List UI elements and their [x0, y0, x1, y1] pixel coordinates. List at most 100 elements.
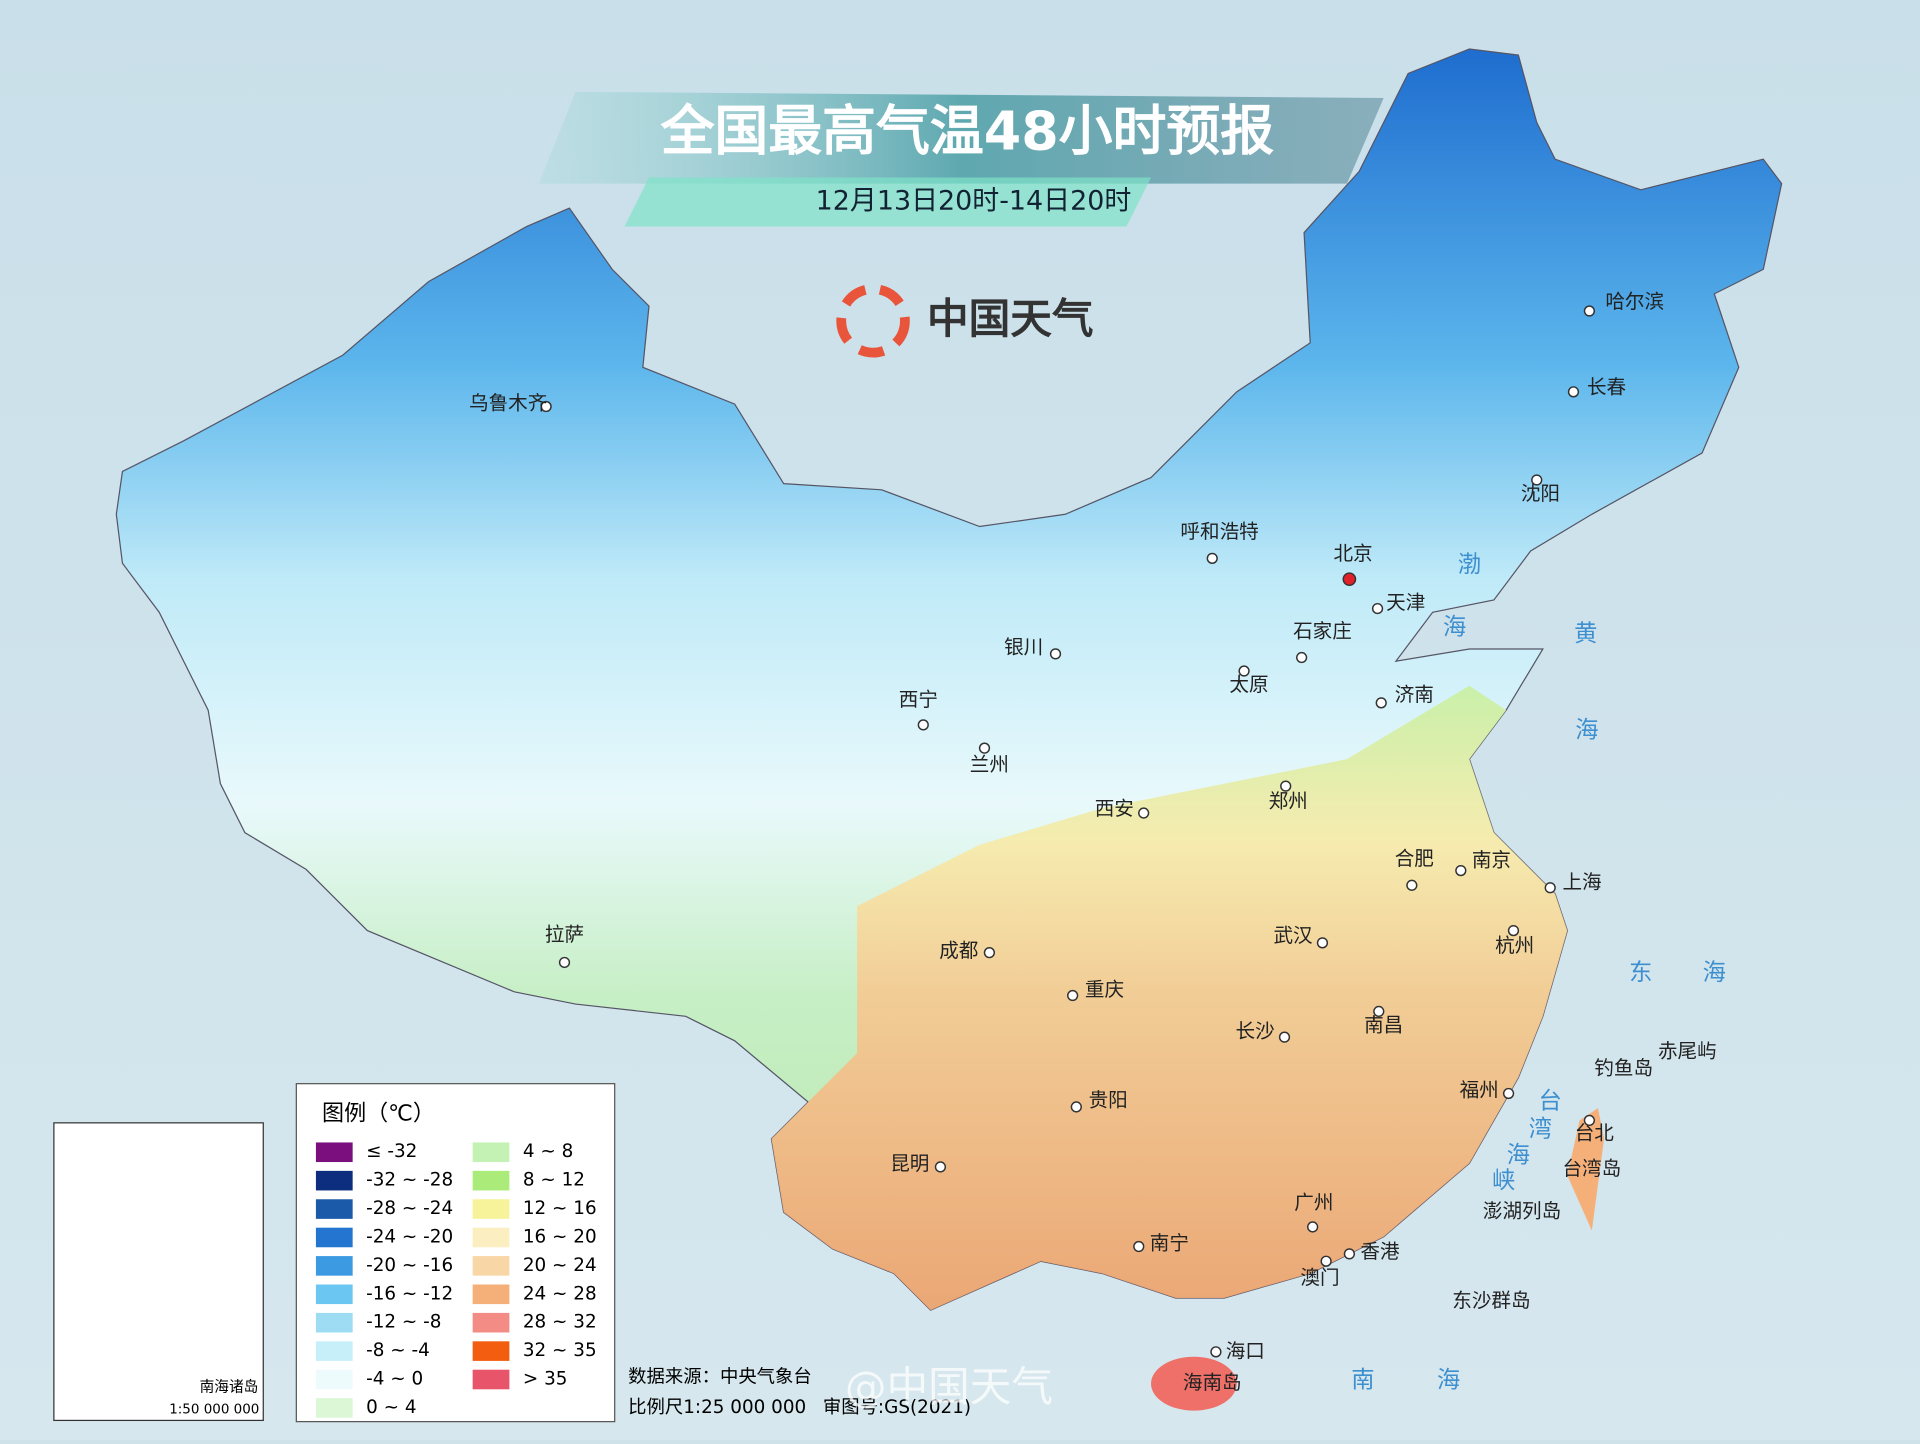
- title-banner: [538, 91, 1384, 184]
- city-label: 香港: [1360, 1240, 1400, 1263]
- legend-label: -32 ~ -28: [366, 1170, 453, 1191]
- city-dot: [1455, 864, 1467, 877]
- sea-label: 海: [1575, 717, 1598, 744]
- legend-label: -28 ~ -24: [366, 1198, 453, 1219]
- legend-swatch: [315, 1227, 353, 1248]
- city-dot: [1342, 572, 1357, 587]
- brand-logo: [836, 284, 910, 358]
- legend-label: 16 ~ 20: [523, 1226, 597, 1247]
- legend-swatch: [472, 1369, 510, 1390]
- taiwan: [1567, 1108, 1605, 1231]
- city-dot: [1138, 807, 1150, 819]
- legend-label: 28 ~ 32: [523, 1312, 597, 1333]
- inset-label: 南海诸岛: [200, 1378, 259, 1395]
- city-dot: [1320, 1255, 1332, 1267]
- city-label: 拉萨: [545, 923, 584, 946]
- city-dot: [1583, 305, 1596, 317]
- city-dot: [934, 1161, 947, 1173]
- legend-swatch: [472, 1170, 510, 1191]
- legend-swatch: [472, 1256, 510, 1276]
- city-dot: [1280, 780, 1292, 792]
- city-dot: [1507, 924, 1520, 937]
- legend-swatch: [472, 1142, 510, 1163]
- city-dot: [1206, 552, 1218, 564]
- sea-label: 海: [1507, 1141, 1530, 1168]
- city-label: 杭州: [1495, 934, 1534, 957]
- city-label: 广州: [1294, 1191, 1333, 1214]
- legend-label: 12 ~ 16: [523, 1198, 597, 1219]
- city-label: 海口: [1226, 1339, 1265, 1362]
- sea-label: 南: [1351, 1367, 1374, 1394]
- hainan: [1151, 1356, 1237, 1411]
- legend-swatch: [315, 1199, 353, 1219]
- warm-region: [771, 685, 1568, 1311]
- legend-swatch: [472, 1227, 510, 1248]
- city-label: 南京: [1472, 848, 1511, 871]
- city-dot: [1531, 474, 1543, 486]
- city-label: 石家庄: [1293, 619, 1352, 642]
- legend-label: 20 ~ 24: [523, 1255, 597, 1276]
- scale: 比例尺1:25 000 000: [628, 1397, 806, 1418]
- place-label: 台湾岛: [1562, 1157, 1621, 1180]
- city-label: 武汉: [1273, 924, 1312, 947]
- city-label: 呼和浩特: [1180, 520, 1258, 543]
- sea-label: 海: [1443, 614, 1466, 641]
- city-dot: [1278, 1031, 1291, 1043]
- legend-label: -12 ~ -8: [366, 1312, 441, 1333]
- inset-box: [53, 1122, 264, 1422]
- place-label: 海南岛: [1183, 1371, 1242, 1394]
- city-dot: [1583, 1114, 1596, 1127]
- legend-label: -8 ~ -4: [366, 1340, 430, 1361]
- city-label: 郑州: [1269, 790, 1308, 813]
- city-label: 福州: [1460, 1079, 1499, 1102]
- city-dot: [1307, 1221, 1319, 1233]
- city-dot: [1296, 651, 1308, 664]
- city-label: 南宁: [1150, 1232, 1189, 1255]
- legend-swatch: [315, 1369, 353, 1390]
- city-label: 澳门: [1300, 1266, 1339, 1289]
- city-dot: [978, 742, 991, 754]
- sea-label: 台: [1539, 1088, 1562, 1115]
- city-dot: [558, 956, 571, 969]
- legend-swatch: [315, 1398, 353, 1418]
- legend-swatch: [472, 1341, 510, 1361]
- legend-label: -20 ~ -16: [366, 1255, 453, 1276]
- city-dot: [1238, 665, 1250, 677]
- city-label: 贵阳: [1089, 1088, 1128, 1111]
- city-label: 南昌: [1364, 1014, 1403, 1037]
- place-label: 钓鱼岛: [1594, 1056, 1653, 1079]
- title: 全国最高气温48小时预报: [660, 99, 1275, 162]
- city-label: 哈尔滨: [1605, 290, 1664, 313]
- legend-title: 图例（℃）: [322, 1101, 435, 1126]
- subtitle: 12月13日20时-14日20时: [816, 186, 1132, 217]
- legend-swatch: [315, 1341, 353, 1361]
- city-label: 天津: [1386, 591, 1425, 614]
- city-dot: [1375, 697, 1387, 709]
- legend-label: -16 ~ -12: [366, 1283, 453, 1304]
- legend-swatch: [315, 1284, 353, 1305]
- city-label: 昆明: [890, 1152, 929, 1175]
- sea-label: 东: [1629, 959, 1652, 986]
- legend-label: > 35: [523, 1369, 568, 1390]
- watermark: @中国天气: [845, 1362, 1053, 1411]
- city-label: 银川: [1004, 635, 1043, 658]
- city-label: 兰州: [970, 753, 1009, 776]
- city-label: 西安: [1095, 797, 1134, 820]
- city-dot: [1133, 1240, 1145, 1253]
- city-dot: [983, 947, 996, 959]
- city-dot: [1070, 1101, 1082, 1113]
- legend-label: ≤ -32: [366, 1141, 417, 1162]
- city-dot: [1502, 1087, 1515, 1100]
- city-label: 合肥: [1395, 847, 1434, 870]
- city-dot: [1373, 1005, 1385, 1018]
- sea-label: 海: [1437, 1367, 1460, 1394]
- sea-label: 湾: [1529, 1116, 1552, 1143]
- city-label: 太原: [1229, 673, 1268, 696]
- city-label: 长春: [1587, 376, 1626, 399]
- legend-label: 32 ~ 35: [523, 1340, 597, 1361]
- city-label: 沈阳: [1521, 482, 1560, 505]
- legend-swatch: [472, 1199, 510, 1219]
- city-dot: [1567, 386, 1580, 398]
- city-label: 成都: [939, 939, 978, 962]
